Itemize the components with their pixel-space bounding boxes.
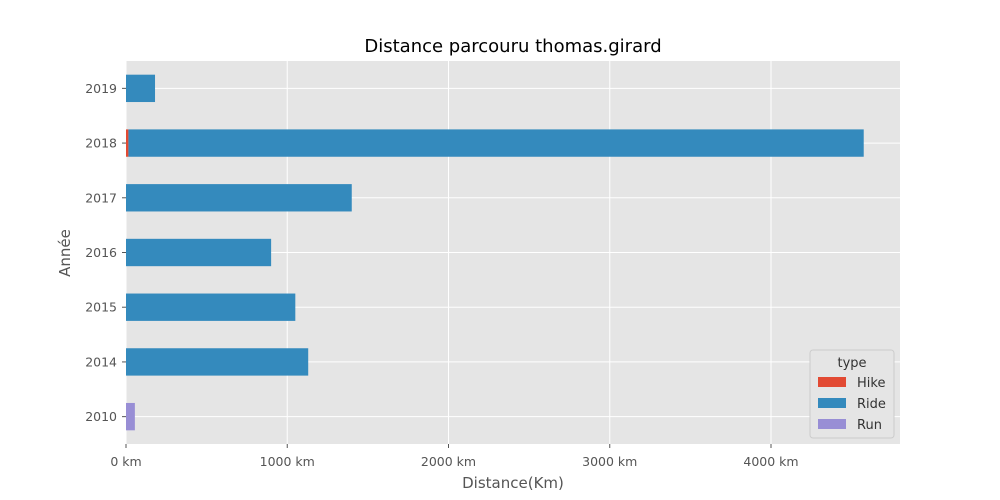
x-axis-ticks: 0 km 1000 km 2000 km 3000 km 4000 km — [110, 444, 799, 469]
y-tick-label: 2010 — [85, 409, 117, 424]
bar-run-2010 — [126, 402, 135, 431]
bar-ride-2019 — [126, 74, 156, 103]
x-tick-label: 3000 km — [582, 454, 637, 469]
bar-ride-2016 — [126, 238, 272, 267]
legend-swatch-run — [818, 419, 846, 429]
legend-box — [809, 349, 895, 439]
legend: type Hike Ride Run — [809, 349, 895, 439]
y-tick-label: 2016 — [85, 245, 117, 260]
legend-swatch-hike — [818, 377, 846, 387]
bars — [126, 74, 864, 431]
y-tick-label: 2018 — [85, 136, 117, 151]
bar-ride-2017 — [126, 184, 352, 212]
x-axis-label: Distance(Km) — [462, 474, 564, 492]
bar-ride-2018 — [128, 129, 864, 157]
bar-hike-2018 — [126, 129, 129, 157]
legend-title: type — [837, 356, 866, 371]
legend-swatch-ride — [818, 398, 846, 408]
chart-title: Distance parcouru thomas.girard — [364, 36, 661, 57]
bar-ride-2015 — [126, 293, 296, 321]
y-tick-label: 2019 — [85, 81, 117, 96]
x-tick-label: 4000 km — [743, 454, 798, 469]
bar-ride-2014 — [126, 348, 309, 376]
y-tick-label: 2017 — [85, 190, 117, 205]
legend-label-hike: Hike — [857, 376, 885, 391]
y-axis-label: Année — [56, 229, 74, 277]
x-tick-label: 1000 km — [260, 454, 315, 469]
y-tick-label: 2015 — [85, 300, 117, 315]
legend-label-ride: Ride — [857, 397, 886, 412]
legend-items: Hike Ride Run — [818, 376, 886, 433]
y-tick-label: 2014 — [85, 354, 117, 369]
y-axis-ticks: 2010 2014 2015 2016 2017 2018 2019 — [85, 81, 126, 424]
x-tick-label: 2000 km — [421, 454, 476, 469]
x-tick-label: 0 km — [110, 454, 141, 469]
legend-label-run: Run — [857, 418, 882, 433]
